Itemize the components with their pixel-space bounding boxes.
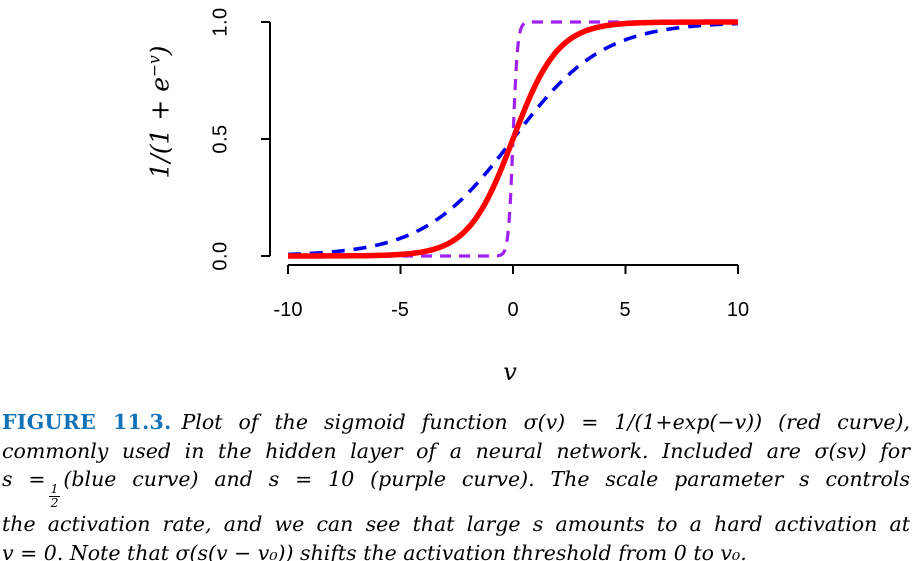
curve-red — [285, 19, 741, 259]
y-axis-label-superscript: −v — [145, 55, 164, 77]
x-tick-label-0: 0 — [507, 299, 519, 321]
y-tick-label-0_5: 0.5 — [209, 124, 232, 154]
figure-number-label: FIGURE 11.3. — [2, 410, 172, 434]
caption-line-3: s = 1 2 (blue curve) and s = 10 (purple cur… — [2, 467, 910, 511]
x-tick-label-neg5: -5 — [391, 299, 409, 321]
caption-line-1: FIGURE 11.3. Plot of the sigmoid function… — [2, 410, 910, 434]
x-tick-label-5: 5 — [619, 299, 631, 321]
plot-canvas — [261, 19, 741, 274]
x-axis-ticks — [287, 265, 739, 274]
x-tick-label-10: 10 — [726, 299, 750, 321]
y-axis-label: 1/(1 + e−v) — [145, 45, 175, 179]
y-tick-label-1: 1.0 — [209, 7, 232, 37]
y-axis-ticks — [261, 21, 270, 257]
caption-line-5: v = 0. Note that σ(s(v − v₀)) shifts the… — [2, 541, 747, 561]
caption-line-2: commonly used in the hidden layer of a n… — [2, 438, 910, 463]
figure-caption: FIGURE 11.3. Plot of the sigmoid function… — [2, 408, 910, 561]
curve-group — [285, 19, 741, 259]
x-tick-label-neg10: -10 — [273, 299, 303, 321]
x-axis-label: v — [503, 358, 517, 386]
sigmoid-plot: 0.0 0.5 1.0 -10 -5 0 5 10 1/(1 + e−v) v — [145, 7, 750, 386]
y-tick-label-0: 0.0 — [209, 241, 232, 271]
caption-line-4: the activation rate, and we can see that… — [2, 512, 910, 537]
